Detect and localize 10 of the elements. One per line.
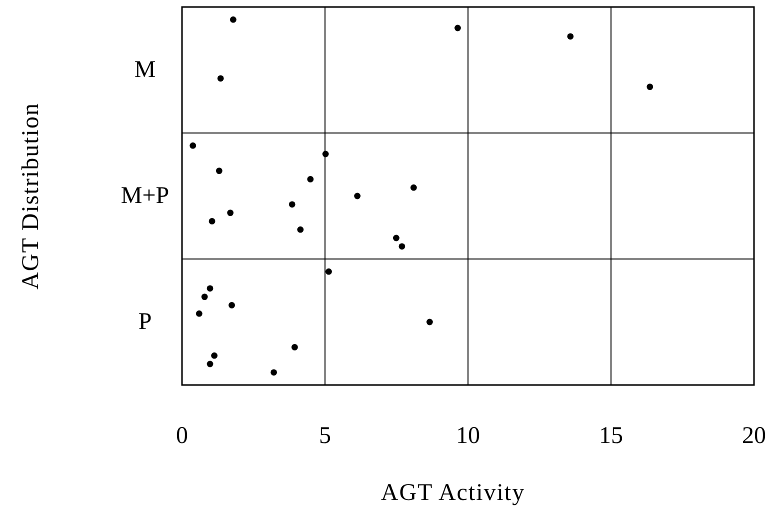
x-tick-label: 15 — [599, 423, 623, 449]
y-tick-label: M+P — [120, 183, 170, 209]
x-tick-label: 20 — [742, 423, 766, 449]
y-axis-title: AGT Distribution — [18, 102, 44, 290]
x-tick-label: 5 — [319, 423, 331, 449]
y-tick-label: P — [138, 309, 152, 335]
y-tick-label: M — [134, 57, 156, 83]
x-tick-label: 10 — [456, 423, 480, 449]
x-tick-label: 0 — [176, 423, 188, 449]
x-axis-title: AGT Activity — [380, 480, 526, 506]
